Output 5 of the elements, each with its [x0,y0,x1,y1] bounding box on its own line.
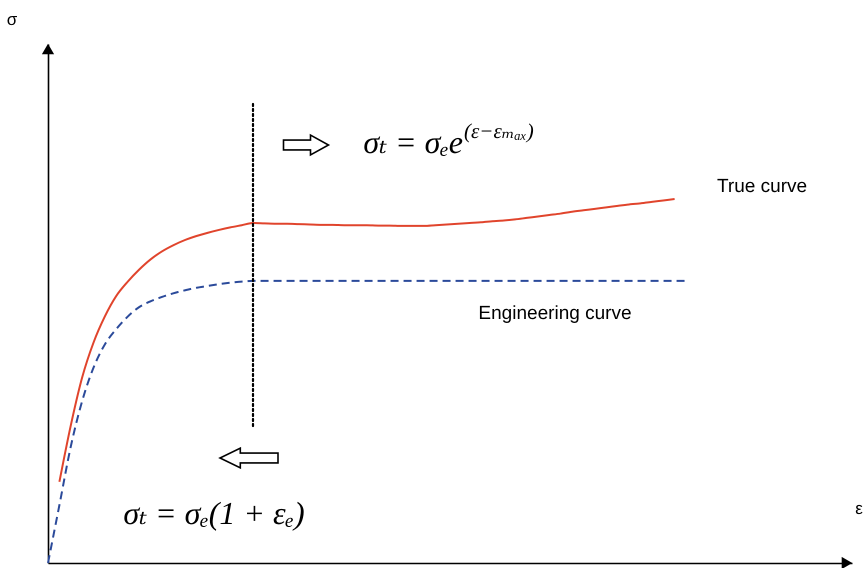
series-label: Engineering curve [478,303,632,324]
text: σ [6,10,18,29]
text: ε [855,499,864,518]
text: True curve [717,176,808,197]
annotation: σₜ = σₑ(1 + εₑ) [123,495,305,531]
